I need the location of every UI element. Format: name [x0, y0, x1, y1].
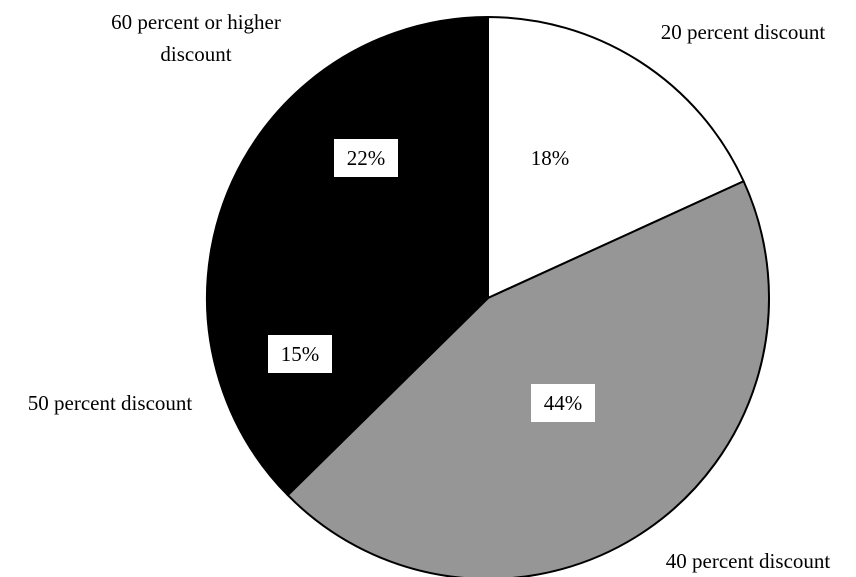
value-label-text: 18% — [531, 146, 570, 170]
value-label-2: 44% — [531, 384, 595, 422]
value-label-text: 22% — [347, 146, 386, 170]
value-label-text: 44% — [544, 391, 583, 415]
value-label-1: 18% — [531, 146, 570, 170]
category-label-4: 60 percent or higher discount — [111, 10, 281, 66]
category-labels: 20 percent discount 40 percent discount 50… — [28, 10, 831, 573]
pie-slices — [206, 16, 770, 577]
value-label-box — [334, 139, 398, 177]
value-label-4: 22% — [334, 139, 398, 177]
value-label-box — [268, 335, 332, 373]
pie-slice-2 — [286, 180, 770, 577]
pie-slice-1 — [487, 16, 745, 299]
value-labels: 18% 44% 15% 22% — [268, 139, 595, 422]
category-label-3: 50 percent discount — [28, 391, 193, 415]
value-label-text: 15% — [281, 342, 320, 366]
value-label-box — [531, 384, 595, 422]
value-label-3: 15% — [268, 335, 332, 373]
category-label-2: 40 percent discount — [666, 549, 831, 573]
pie-slice-3 — [206, 248, 489, 497]
category-label-1: 20 percent discount — [661, 20, 826, 44]
